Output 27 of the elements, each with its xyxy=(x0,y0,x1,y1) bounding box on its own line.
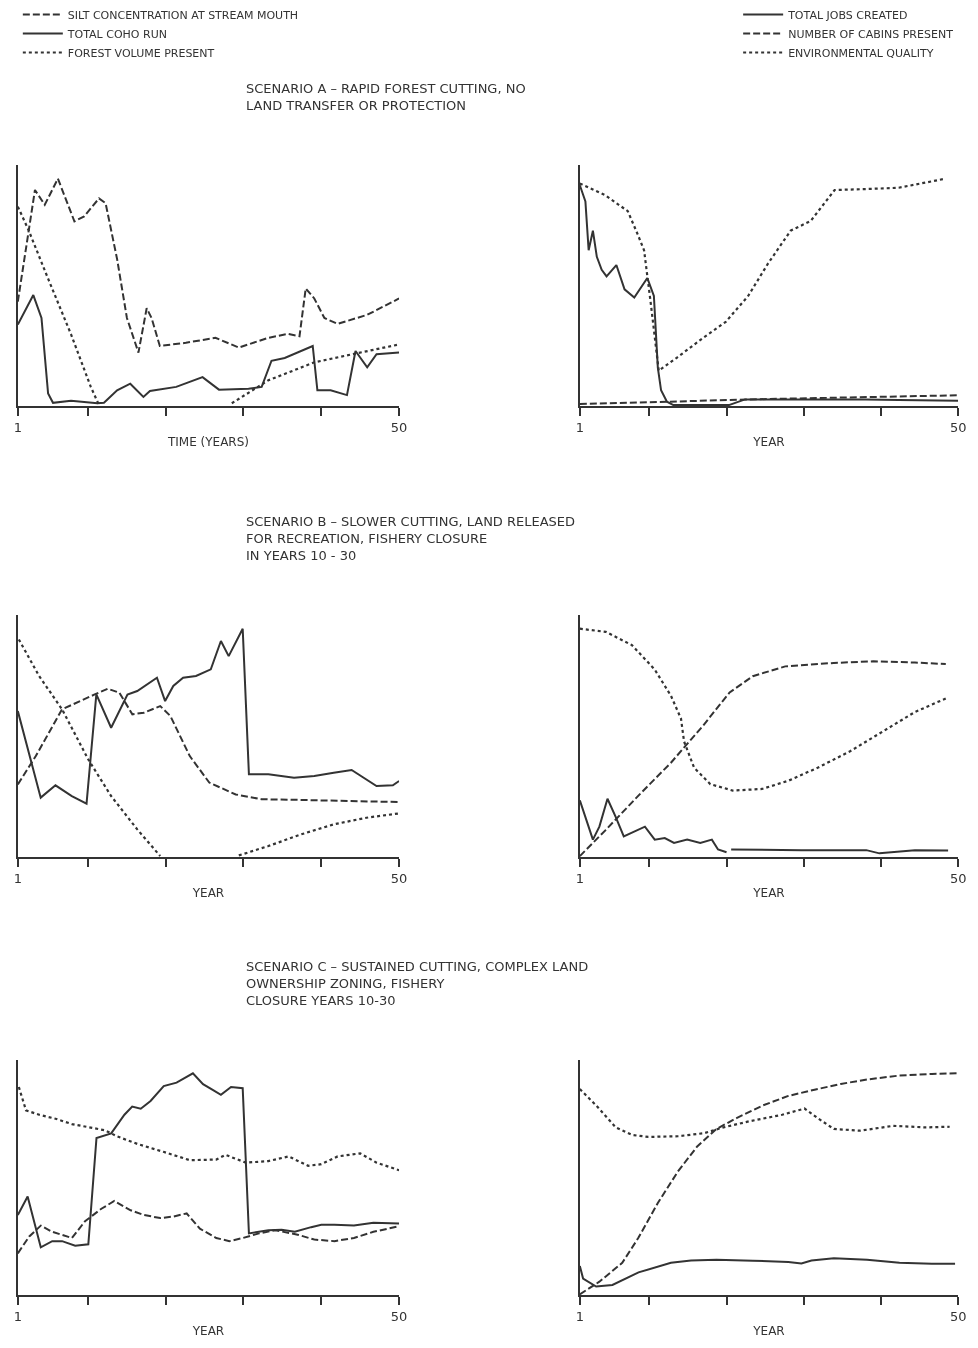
x-tick-label: 1 xyxy=(13,870,22,886)
x-tick-label: 1 xyxy=(575,1308,584,1324)
x-tick-label: 1 xyxy=(13,1308,22,1324)
chart-title: SCENARIO C – SUSTAINED CUTTING, COMPLEX LAND OWNERSHIP ZONING, FISHERY CLOSURE YEARS 10-30 xyxy=(246,959,589,1008)
legend-label: ENVIRONMENTAL QUALITY xyxy=(788,46,934,60)
legend-label: TOTAL JOBS CREATED xyxy=(787,8,908,22)
x-axis-title: YEAR xyxy=(752,1324,785,1338)
x-tick-label: 50 xyxy=(949,870,967,886)
x-tick-label: 50 xyxy=(390,870,408,886)
x-tick-label: 1 xyxy=(575,419,584,435)
x-tick-label: 1 xyxy=(575,870,584,886)
x-axis-title: YEAR xyxy=(191,1324,225,1338)
x-tick-label: 50 xyxy=(390,419,408,435)
chart-title: SCENARIO B – SLOWER CUTTING, LAND RELEASED FOR RECREATION, FISHERY CLOSURE IN YEARS 10 - 30 xyxy=(246,514,576,563)
x-tick-label: 1 xyxy=(13,419,22,435)
x-tick-label: 50 xyxy=(949,419,967,435)
x-axis-title: YEAR xyxy=(752,886,785,900)
x-tick-label: 50 xyxy=(949,1308,967,1324)
legend-label: SILT CONCENTRATION AT STREAM MOUTH xyxy=(67,8,299,22)
legend-label: NUMBER OF CABINS PRESENT xyxy=(788,27,954,41)
chart-title: SCENARIO A – RAPID FOREST CUTTING, NO LAND TRANSFER OR PROTECTION xyxy=(246,81,526,113)
x-axis-title: TIME (YEARS) xyxy=(166,435,249,449)
x-tick-label: 50 xyxy=(390,1308,408,1324)
legend-label: FOREST VOLUME PRESENT xyxy=(67,46,215,60)
x-axis-title: YEAR xyxy=(191,886,225,900)
x-axis-title: YEAR xyxy=(752,435,785,449)
legend-label: TOTAL COHO RUN xyxy=(66,27,167,41)
